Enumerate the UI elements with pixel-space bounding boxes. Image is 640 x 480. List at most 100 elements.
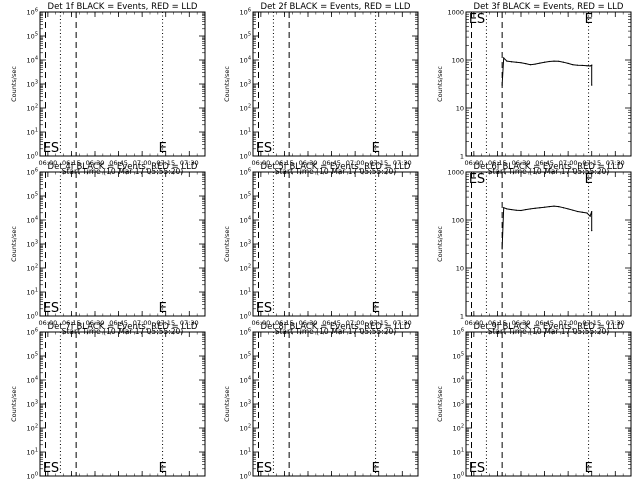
y-tick-label: 102 bbox=[453, 424, 464, 433]
y-tick-label: 103 bbox=[27, 240, 38, 249]
y-tick-label: 1 bbox=[460, 313, 464, 321]
series-line bbox=[501, 56, 593, 86]
marker-e: E bbox=[372, 461, 380, 476]
x-tick-label: 07:00 bbox=[133, 159, 152, 167]
data-point bbox=[567, 208, 569, 210]
panel-title: Det 5f BLACK = Events, RED = LLD bbox=[261, 162, 411, 172]
x-tick-label: 06:00 bbox=[464, 159, 483, 167]
data-point bbox=[553, 60, 555, 62]
data-point bbox=[539, 62, 541, 64]
panel-title: Det 8f BLACK = Events, RED = LLD bbox=[261, 322, 411, 332]
y-tick-label: 106 bbox=[27, 328, 38, 337]
x-tick-label: 06:00 bbox=[251, 319, 270, 327]
y-tick-label: 100 bbox=[27, 472, 38, 480]
x-tick-label: 07:00 bbox=[559, 319, 578, 327]
x-tick-label: 06:00 bbox=[251, 159, 270, 167]
x-tick-label: 06:30 bbox=[86, 159, 105, 167]
y-tick-label: 105 bbox=[27, 192, 38, 201]
plot-frame bbox=[465, 331, 632, 477]
y-tick-label: 100 bbox=[452, 217, 464, 225]
x-tick-label: 06:30 bbox=[512, 319, 531, 327]
x-tick-label: 07:15 bbox=[369, 319, 388, 327]
y-axis-label: Counts/sec bbox=[10, 386, 18, 422]
y-tick-label: 102 bbox=[27, 104, 38, 113]
y-tick-label: 100 bbox=[27, 152, 38, 161]
marker-s: S bbox=[51, 461, 59, 476]
data-point bbox=[591, 230, 593, 232]
x-tick-label: 06:45 bbox=[535, 319, 554, 327]
detector-panel-9: Det 9f BLACK = Events, RED = LLD 100 101 10… bbox=[436, 322, 632, 480]
data-point bbox=[510, 61, 513, 63]
marker-s: S bbox=[477, 172, 485, 187]
detector-panel-3: Det 3f BLACK = Events, RED = LLD 1 10 100 10… bbox=[436, 2, 632, 176]
y-tick-label: 10 bbox=[456, 265, 464, 273]
data-point bbox=[562, 61, 565, 63]
marker-e: E bbox=[585, 12, 593, 27]
data-point bbox=[591, 64, 593, 66]
y-axis-label: Counts/sec bbox=[223, 386, 231, 422]
panel-title: Det 4f BLACK = Events, RED = LLD bbox=[48, 162, 198, 172]
x-tick-label: 06:00 bbox=[38, 159, 57, 167]
data-point bbox=[515, 209, 517, 211]
panel-title: Det 9f BLACK = Events, RED = LLD bbox=[474, 322, 624, 332]
y-axis-label: Counts/sec bbox=[436, 226, 444, 262]
x-tick-label: 06:30 bbox=[86, 319, 105, 327]
x-tick-label: 06:15 bbox=[62, 319, 81, 327]
y-tick-label: 104 bbox=[240, 56, 251, 65]
data-point bbox=[503, 57, 505, 59]
y-tick-label: 102 bbox=[27, 424, 38, 433]
x-tick-label: 07:30 bbox=[180, 159, 199, 167]
y-tick-label: 103 bbox=[27, 80, 38, 89]
data-point bbox=[581, 211, 583, 213]
y-tick-label: 105 bbox=[453, 352, 464, 361]
x-tick-label: 07:15 bbox=[582, 319, 601, 327]
marker-e: E bbox=[585, 461, 593, 476]
plot-frame bbox=[39, 171, 206, 317]
data-point bbox=[586, 212, 588, 214]
y-tick-label: 106 bbox=[27, 168, 38, 177]
x-tick-label: 07:15 bbox=[156, 319, 175, 327]
data-point bbox=[510, 208, 513, 211]
x-tick-label: 06:30 bbox=[299, 319, 318, 327]
data-point bbox=[529, 208, 532, 210]
y-axis-label: Counts/sec bbox=[436, 66, 444, 102]
data-point bbox=[525, 63, 527, 65]
x-tick-label: 06:00 bbox=[38, 319, 57, 327]
y-tick-label: 102 bbox=[240, 264, 251, 273]
data-point bbox=[534, 207, 536, 209]
data-point bbox=[515, 61, 517, 63]
plot-frame bbox=[252, 171, 419, 317]
y-tick-label: 105 bbox=[240, 192, 251, 201]
data-point bbox=[520, 209, 522, 212]
y-tick-label: 103 bbox=[240, 240, 251, 249]
x-tick-label: 06:30 bbox=[299, 159, 318, 167]
y-tick-label: 1000 bbox=[447, 9, 464, 17]
detector-panel-2: Det 2f BLACK = Events, RED = LLD 100 101 10… bbox=[223, 2, 419, 176]
data-point bbox=[503, 207, 505, 209]
marker-e-start: E bbox=[256, 301, 264, 316]
data-point bbox=[501, 84, 503, 86]
y-tick-label: 100 bbox=[452, 57, 464, 65]
y-tick-label: 101 bbox=[240, 448, 251, 457]
data-point bbox=[548, 60, 550, 63]
data-point bbox=[576, 210, 579, 213]
panel-title: Det 3f BLACK = Events, RED = LLD bbox=[474, 2, 624, 12]
marker-e: E bbox=[159, 461, 167, 476]
y-tick-label: 105 bbox=[240, 352, 251, 361]
y-tick-label: 104 bbox=[240, 216, 251, 225]
x-tick-label: 06:45 bbox=[322, 319, 341, 327]
x-tick-label: 06:45 bbox=[109, 319, 128, 327]
y-tick-label: 100 bbox=[27, 312, 38, 321]
data-point bbox=[591, 84, 593, 86]
data-point bbox=[567, 62, 569, 64]
y-tick-label: 102 bbox=[240, 104, 251, 113]
y-tick-label: 103 bbox=[240, 80, 251, 89]
detector-panel-7: Det 7f BLACK = Events, RED = LLD 100 101 10… bbox=[10, 322, 206, 480]
y-tick-label: 101 bbox=[27, 288, 38, 297]
data-point bbox=[534, 63, 536, 65]
marker-e: E bbox=[372, 301, 380, 316]
panel-title: Det 6f BLACK = Events, RED = LLD bbox=[474, 162, 624, 172]
detector-panel-5: Det 5f BLACK = Events, RED = LLD 100 101 10… bbox=[223, 162, 419, 336]
y-tick-label: 106 bbox=[27, 8, 38, 17]
y-tick-label: 100 bbox=[453, 472, 464, 480]
